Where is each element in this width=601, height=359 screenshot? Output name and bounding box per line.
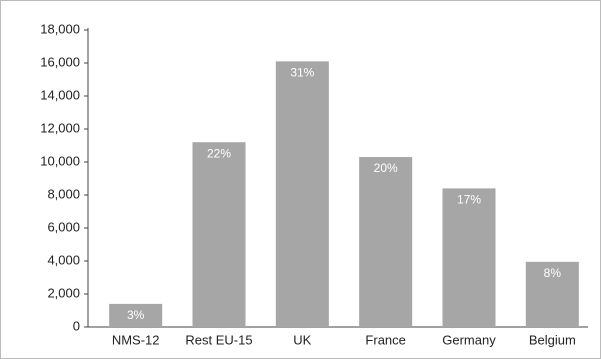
- value-label: 22%: [207, 146, 231, 160]
- x-tick-label: Germany: [442, 332, 496, 347]
- bar: [109, 303, 163, 327]
- value-label: 31%: [290, 66, 314, 80]
- value-label: 3%: [127, 308, 145, 322]
- bar: [525, 261, 579, 327]
- y-tick-label: 4,000: [47, 252, 80, 267]
- x-tick-label: Rest EU-15: [185, 332, 252, 347]
- value-label: 8%: [544, 266, 562, 280]
- bar: [359, 157, 413, 327]
- y-tick-label: 10,000: [40, 153, 80, 168]
- y-tick-label: 18,000: [40, 21, 80, 36]
- value-label: 17%: [457, 193, 481, 207]
- y-tick-label: 8,000: [47, 186, 80, 201]
- x-tick-label: NMS-12: [112, 332, 160, 347]
- y-tick-label: 6,000: [47, 219, 80, 234]
- y-tick-label: 0: [73, 318, 80, 333]
- y-tick-label: 12,000: [40, 120, 80, 135]
- bar: [442, 188, 496, 327]
- x-tick-label: Belgium: [529, 332, 576, 347]
- y-tick-label: 2,000: [47, 285, 80, 300]
- value-label: 20%: [374, 161, 398, 175]
- bar: [275, 61, 329, 327]
- bar: [192, 142, 246, 327]
- y-tick-label: 14,000: [40, 87, 80, 102]
- x-tick-label: France: [365, 332, 405, 347]
- x-tick-label: UK: [293, 332, 311, 347]
- y-tick-label: 16,000: [40, 54, 80, 69]
